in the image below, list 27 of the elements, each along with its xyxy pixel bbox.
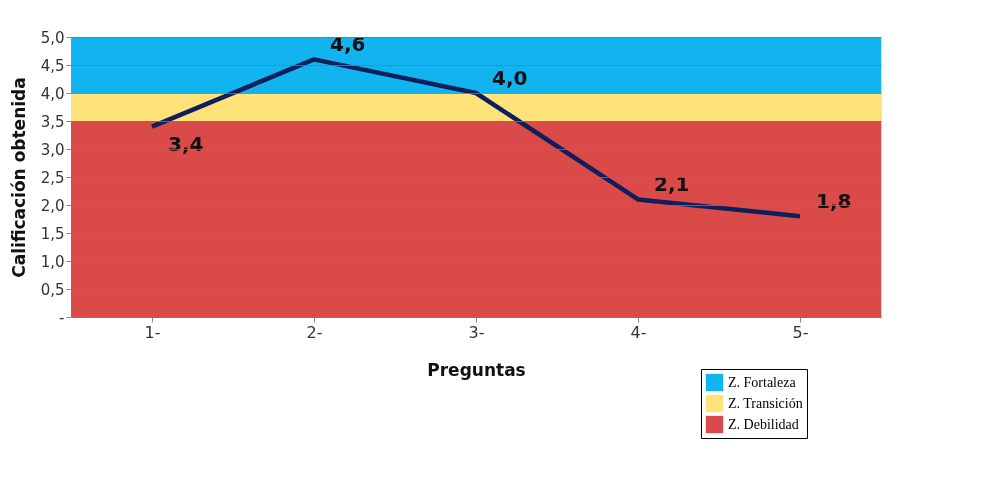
y-tick-label: 2,5 (40, 168, 65, 187)
y-tick-label: - (59, 308, 65, 327)
y-tick-label: 4,0 (40, 84, 65, 103)
data-label: 4,6 (330, 32, 366, 57)
data-label: 2,1 (654, 172, 690, 197)
data-label: 4,0 (492, 66, 528, 90)
legend-label: Z. Fortaleza (728, 374, 797, 390)
y-tick-label: 1,5 (40, 224, 65, 243)
x-tick-label: 4- (630, 322, 647, 342)
y-tick-label: 1,0 (40, 252, 65, 271)
y-tick-label: 2,0 (40, 196, 65, 215)
x-tick-label: 2- (306, 322, 323, 342)
legend-label: Z. Transición (728, 395, 803, 411)
x-axis-title: Preguntas (427, 359, 526, 380)
x-tick-label: 1- (144, 322, 161, 342)
x-tick-label: 5- (792, 322, 809, 342)
y-tick-label: 5,0 (40, 28, 65, 47)
line-series (149, 57, 803, 219)
y-tick-label: 0,5 (40, 280, 65, 299)
data-label: 3,4 (168, 131, 204, 156)
y-tick-label: 4,5 (40, 56, 65, 75)
x-tick-label: 3- (468, 322, 485, 342)
y-tick-label: 3,5 (40, 112, 65, 131)
y-axis-title: Calificación obtenida (8, 77, 29, 278)
legend-label: Z. Debilidad (728, 416, 799, 432)
y-tick-label: 3,0 (40, 140, 65, 159)
data-label: 1,8 (816, 189, 852, 214)
